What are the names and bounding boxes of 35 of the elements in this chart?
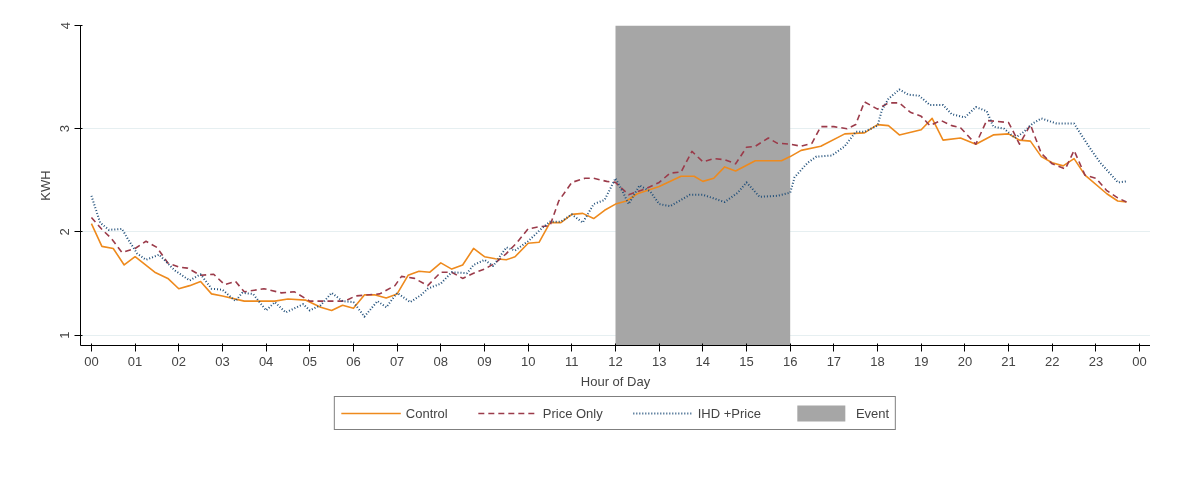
x-tick-label: 09 [477,353,492,369]
x-tick-label: 21 [1001,353,1016,369]
y-tick-label: 1 [57,331,73,339]
x-tick-label: 17 [826,353,842,369]
y-tick-label: 3 [57,125,73,133]
x-tick-label: 18 [870,353,885,369]
x-tick-label: 14 [695,353,711,369]
x-tick-label: 06 [346,353,361,369]
x-axis-title: Hour of Day [580,373,651,389]
x-tick-label: 02 [171,353,186,369]
x-tick-label: 01 [127,353,143,369]
x-tick-label: 03 [215,353,230,369]
y-axis-title: KWH [37,170,53,201]
x-tick-label: 20 [957,353,973,369]
x-tick-label: 11 [565,353,579,369]
y-tick-label: 4 [57,21,73,30]
x-tick-label: 07 [389,353,405,369]
y-tick-label: 2 [57,228,73,236]
x-tick-label: 05 [302,353,318,369]
x-tick-label: 23 [1088,353,1104,369]
x-tick-label: 12 [608,353,623,369]
x-tick-label: 19 [913,353,929,369]
legend-label: Price Only [542,405,603,421]
x-tick-label: 00 [84,353,99,369]
x-tick-label: 10 [520,353,536,369]
legend-label: IHD +Price [697,405,761,421]
x-tick-label: 04 [258,353,274,369]
x-tick-label: 15 [739,353,754,369]
legend-label: Control [405,405,448,421]
legend-label: Event [855,405,890,421]
x-tick-label: 13 [651,353,667,369]
x-tick-label: 08 [433,353,449,369]
x-tick-label: 00 [1132,353,1147,369]
x-tick-label: 22 [1045,353,1060,369]
x-tick-label: 16 [782,353,798,369]
